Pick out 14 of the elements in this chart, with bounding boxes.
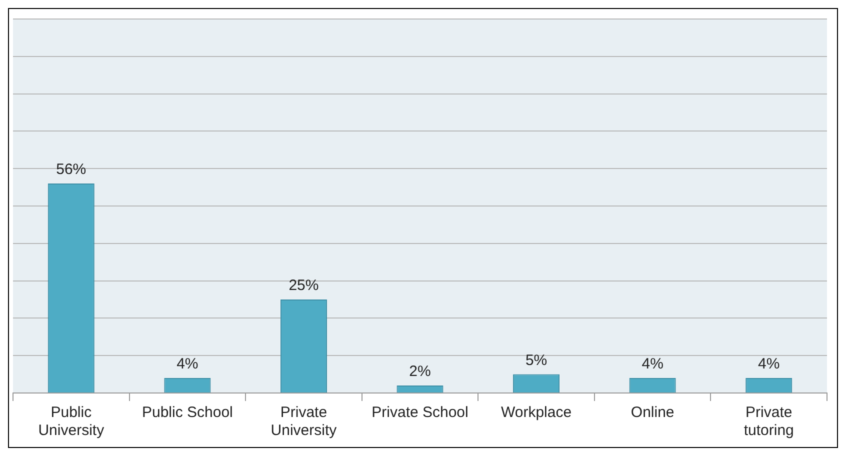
data-label: 4% <box>758 356 780 373</box>
x-tick-label: Public University <box>38 404 105 440</box>
x-tick-label: Private University <box>270 404 338 440</box>
x-tick-label: Private School <box>372 404 468 422</box>
data-label: 5% <box>525 352 548 369</box>
x-tick-label: Online <box>630 404 674 422</box>
data-label: 2% <box>409 363 431 380</box>
data-label: 25% <box>288 277 319 294</box>
data-label: 4% <box>642 356 664 373</box>
x-tick-label: Private tutoring <box>744 404 794 440</box>
x-tick-label: Workplace <box>500 404 572 422</box>
data-label: 56% <box>56 161 86 178</box>
x-tick-label: Public School <box>142 404 233 422</box>
data-label: 4% <box>176 356 198 373</box>
